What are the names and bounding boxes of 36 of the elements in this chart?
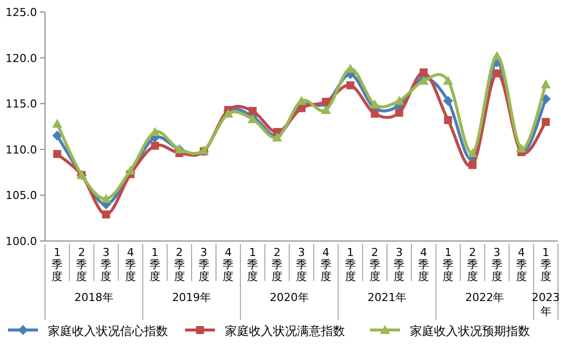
x-tick-label: 1季度 xyxy=(540,246,552,283)
y-tick-label: 110.0 xyxy=(6,143,37,156)
y-tick-label: 100.0 xyxy=(6,235,37,248)
x-tick-label: 1季度 xyxy=(149,246,160,283)
x-tick-label: 3季度 xyxy=(198,246,210,283)
text: 2023年 xyxy=(532,291,560,318)
y-tick-label: 105.0 xyxy=(6,189,37,202)
x-tick-label: 2季度 xyxy=(174,246,185,283)
x-tick-label: 1季度 xyxy=(344,246,356,283)
legend-label: 家庭收入状况预期指数 xyxy=(410,324,530,338)
x-tick-label: 4季度 xyxy=(222,246,234,283)
legend-label: 家庭收入状况信心指数 xyxy=(48,324,168,338)
text: 2019年 xyxy=(172,291,212,304)
x-tick-label: 4季度 xyxy=(516,246,527,283)
x-tick-label: 1季度 xyxy=(442,246,454,283)
x-tick-label: 3季度 xyxy=(296,246,307,283)
y-tick-label: 125.0 xyxy=(6,6,37,19)
x-tick-label: 3季度 xyxy=(394,246,405,283)
y-tick-label: 120.0 xyxy=(6,52,37,65)
x-tick-label: 2季度 xyxy=(369,246,380,283)
text: 2021年 xyxy=(368,291,406,304)
x-tick-label: 1季度 xyxy=(247,246,258,283)
x-tick-label: 2季度 xyxy=(272,246,283,283)
text: 2018年 xyxy=(74,291,114,304)
x-tick-label: 1季度 xyxy=(52,246,63,283)
x-tick-label: 2季度 xyxy=(467,246,478,283)
legend-label: 家庭收入状况满意指数 xyxy=(225,324,345,338)
x-tick-label: 4季度 xyxy=(125,246,136,283)
x-tick-label: 3季度 xyxy=(491,246,502,283)
x-tick-label: 2季度 xyxy=(76,246,88,283)
x-tick-label: 3季度 xyxy=(100,246,112,283)
text: 2020年 xyxy=(270,291,309,304)
x-tick-label: 4季度 xyxy=(418,246,430,283)
y-tick-label: 115.0 xyxy=(6,98,37,111)
text: 2022年 xyxy=(465,291,504,304)
x-tick-label: 4季度 xyxy=(320,246,332,283)
